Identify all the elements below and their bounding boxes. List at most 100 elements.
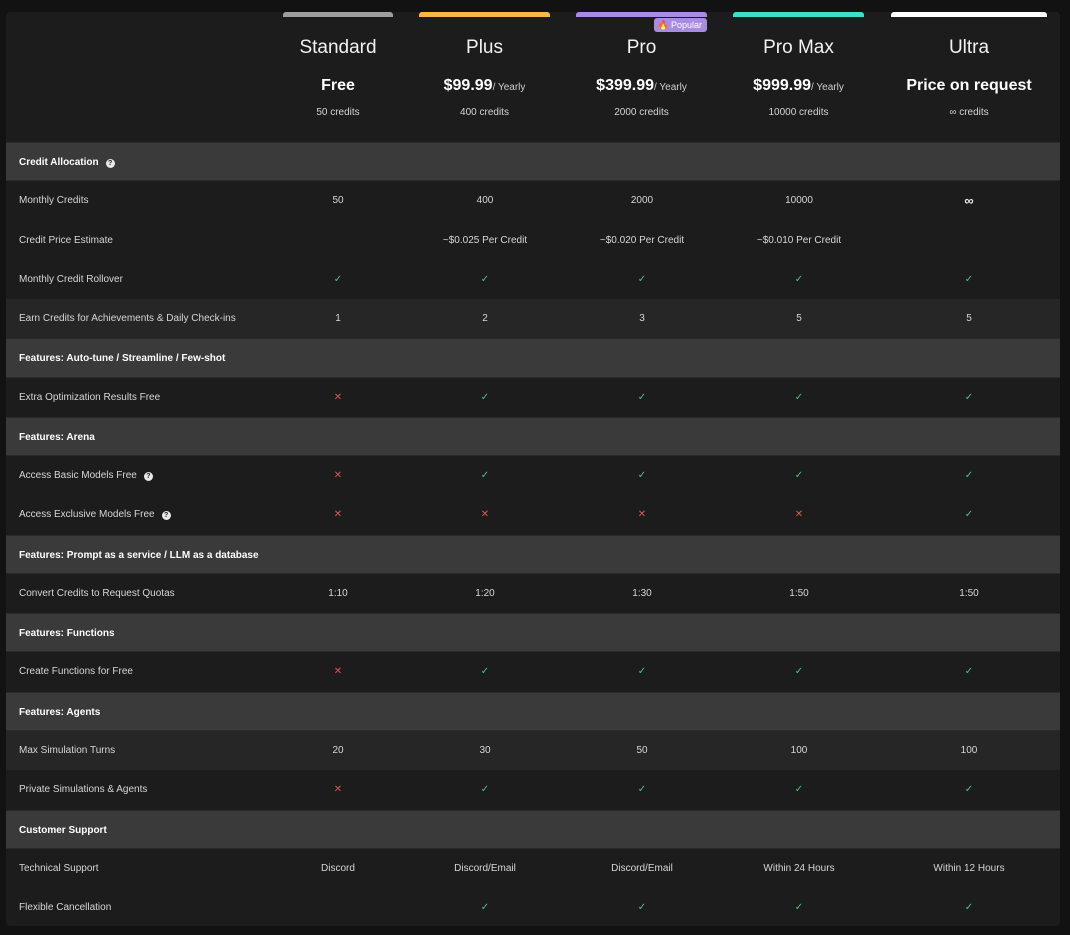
- check-icon: ✓: [480, 273, 490, 285]
- cell-value: Discord/Email: [611, 862, 673, 874]
- cell-value: 10000: [785, 195, 813, 207]
- check-icon: ✓: [480, 470, 490, 482]
- row-label-text: Earn Credits for Achievements & Daily Ch…: [19, 313, 236, 325]
- cross-icon: ✕: [333, 784, 343, 796]
- plan-standard: Standard Free 50 credits: [283, 12, 393, 118]
- plan-credits: 400 credits: [460, 107, 509, 118]
- row-label-text: Monthly Credit Rollover: [19, 273, 123, 285]
- plan-price-amount: $399.99: [596, 77, 655, 94]
- row-label: Create Functions for Free: [19, 652, 133, 691]
- cell-value: 1: [335, 313, 341, 325]
- row-label-text: Create Functions for Free: [19, 666, 133, 678]
- plan-price-amount: $99.99: [443, 77, 493, 94]
- section-header: Customer Support: [6, 809, 1060, 849]
- plan-color-bar: [283, 12, 393, 17]
- check-icon: ✓: [794, 470, 804, 482]
- check-icon: ✓: [637, 273, 647, 285]
- check-icon: ✓: [964, 391, 974, 403]
- check-icon: ✓: [964, 470, 974, 482]
- check-icon: ✓: [480, 666, 490, 678]
- cross-icon: ✕: [333, 666, 343, 678]
- check-icon: ✓: [333, 273, 343, 285]
- cell-value: 50: [332, 195, 344, 207]
- plan-name: Pro: [626, 37, 657, 58]
- plan-price: $999.99/ Yearly: [733, 77, 864, 95]
- cross-icon: ✕: [480, 509, 490, 521]
- table-row: Earn Credits for Achievements & Daily Ch…: [6, 299, 1060, 339]
- plan-credits: 50 credits: [316, 107, 360, 118]
- cell-value: 400: [476, 195, 494, 207]
- row-label: Credit Allocation?: [19, 143, 115, 182]
- cell-value: 30: [479, 744, 491, 756]
- plan-pro-max: Pro Max $999.99/ Yearly 10000 credits: [733, 12, 864, 118]
- cell-value: 5: [966, 313, 972, 325]
- check-icon: ✓: [637, 470, 647, 482]
- cell-value: Discord/Email: [454, 862, 516, 874]
- check-icon: ✓: [480, 902, 490, 914]
- check-icon: ✓: [794, 784, 804, 796]
- help-circle-icon[interactable]: ?: [161, 511, 171, 521]
- plan-color-bar: [891, 12, 1047, 17]
- section-header: Features: Functions: [6, 613, 1060, 653]
- row-label: Technical Support: [19, 849, 99, 888]
- table-row: Monthly Credits 50 400 2000 10000 ∞: [6, 181, 1060, 220]
- table-row: Technical Support Discord Discord/Email Dis…: [6, 849, 1060, 888]
- cell-value: 20: [332, 744, 344, 756]
- row-label: Private Simulations & Agents: [19, 770, 147, 809]
- row-label-text: Access Exclusive Models Free: [19, 509, 155, 521]
- check-icon: ✓: [964, 273, 974, 285]
- row-label: Flexible Cancellation: [19, 888, 111, 926]
- table-row: Extra Optimization Results Free ✕ ✓ ✓ ✓ ✓: [6, 378, 1060, 417]
- cross-icon: ✕: [333, 509, 343, 521]
- help-circle-icon[interactable]: ?: [143, 472, 153, 482]
- plan-name: Plus: [466, 37, 503, 58]
- row-label-text: Private Simulations & Agents: [19, 784, 148, 796]
- row-label-text: Features: Prompt as a service / LLM as a…: [19, 549, 259, 561]
- row-label: Features: Prompt as a service / LLM as a…: [19, 536, 259, 575]
- help-circle-icon[interactable]: ?: [105, 159, 115, 168]
- cross-icon: ✕: [637, 509, 647, 521]
- cell-value: ~$0.025 Per Credit: [442, 234, 528, 246]
- cell-value: Discord: [321, 862, 355, 874]
- feature-rows: Credit Allocation? Monthly Credits 50 400 20…: [6, 142, 1060, 926]
- plan-pro: Pro $399.99/ Yearly 2000 credits 🔥 Popular: [576, 12, 707, 118]
- row-label-text: Flexible Cancellation: [19, 902, 112, 914]
- row-label: Monthly Credits: [19, 181, 88, 220]
- check-icon: ✓: [794, 666, 804, 678]
- flame-icon: 🔥: [657, 20, 669, 30]
- plan-ultra: Ultra Price on request ∞ credits: [891, 12, 1047, 118]
- table-row: Convert Credits to Request Quotas 1:10 1:2…: [6, 574, 1060, 613]
- cell-value: ~$0.010 Per Credit: [756, 234, 842, 246]
- cell-value: 1:50: [789, 587, 809, 599]
- row-label: Convert Credits to Request Quotas: [19, 574, 175, 613]
- plan-name: Ultra: [948, 37, 990, 58]
- section-header: Features: Agents: [6, 691, 1060, 731]
- check-icon: ✓: [637, 391, 647, 403]
- row-label: Features: Functions: [19, 614, 115, 653]
- row-label-text: Convert Credits to Request Quotas: [19, 587, 175, 599]
- plan-price-amount: Price on request: [906, 77, 1032, 94]
- badge-label: Popular: [670, 20, 702, 30]
- plan-credits: ∞ credits: [949, 107, 989, 118]
- row-label: Credit Price Estimate: [19, 221, 113, 260]
- row-label-text: Features: Agents: [19, 706, 101, 718]
- row-label-text: Features: Arena: [19, 431, 95, 443]
- cell-value: Within 24 Hours: [763, 862, 835, 874]
- plan-price: Price on request: [891, 77, 1047, 95]
- pricing-table: Standard Free 50 credits Plus $99.99/ Yearly…: [6, 12, 1060, 926]
- cell-value: ∞: [964, 193, 974, 209]
- row-label-text: Features: Functions: [19, 628, 115, 640]
- plan-price-period: / Yearly: [492, 82, 526, 93]
- check-icon: ✓: [794, 273, 804, 285]
- plan-price: $399.99/ Yearly: [576, 77, 707, 95]
- plan-name: Standard: [299, 37, 377, 58]
- plan-price-amount: Free: [321, 77, 355, 94]
- section-header: Features: Auto-tune / Streamline / Few-s…: [6, 338, 1060, 378]
- section-header: Features: Prompt as a service / LLM as a…: [6, 534, 1060, 575]
- row-label: Earn Credits for Achievements & Daily Ch…: [19, 299, 236, 338]
- popular-badge: 🔥 Popular: [653, 18, 707, 32]
- row-label: Features: Auto-tune / Streamline / Few-s…: [19, 339, 225, 378]
- cell-value: 2000: [630, 195, 654, 207]
- cell-value: 1:50: [959, 587, 979, 599]
- cross-icon: ✕: [794, 509, 804, 521]
